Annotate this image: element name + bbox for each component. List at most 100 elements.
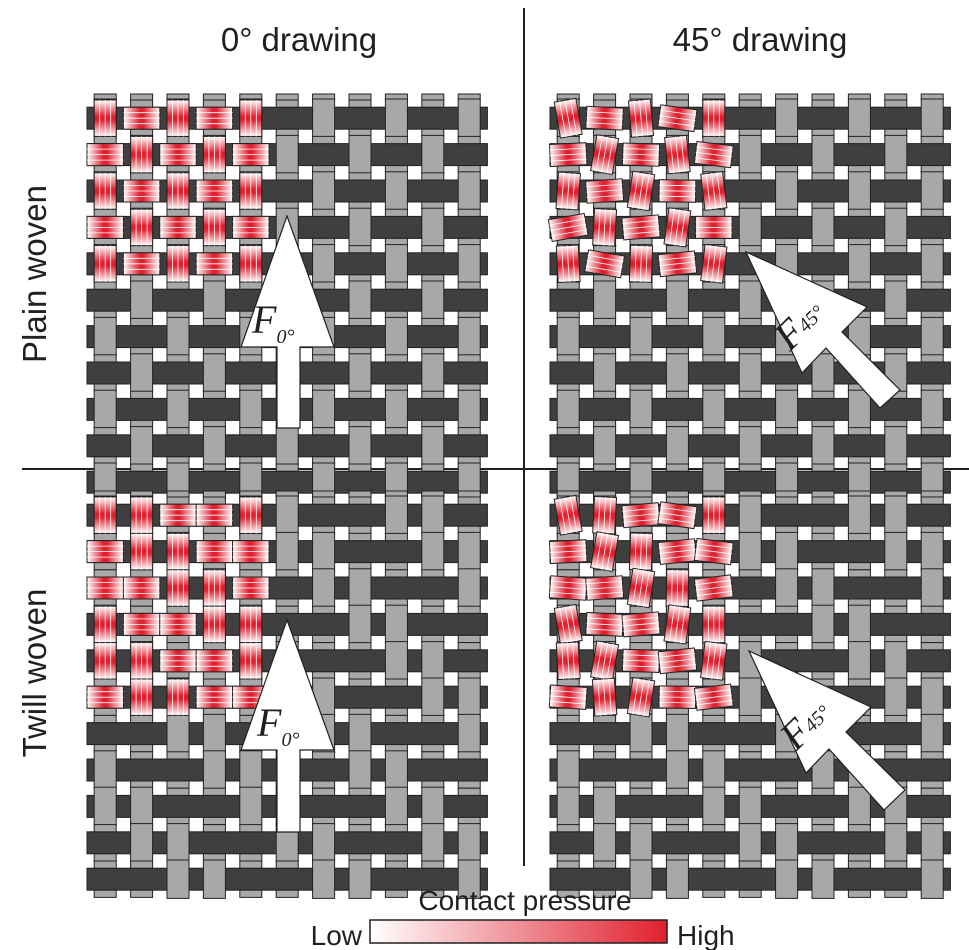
warp-yarn-gap bbox=[702, 714, 726, 724]
warp-yarn bbox=[847, 604, 871, 645]
warp-yarn-gap bbox=[421, 463, 445, 472]
warp-yarn bbox=[811, 859, 835, 899]
contact-cell bbox=[555, 244, 581, 284]
fiber-line bbox=[586, 111, 624, 115]
warp-yarn-end bbox=[775, 490, 799, 498]
fiber-line bbox=[674, 606, 681, 643]
warp-yarn-gap bbox=[384, 714, 408, 724]
warp-yarn-end bbox=[202, 490, 226, 498]
fiber-line bbox=[695, 157, 732, 163]
warp-yarn bbox=[348, 604, 372, 645]
warp-yarn-gap bbox=[884, 569, 908, 578]
warp-yarn bbox=[421, 353, 445, 393]
warp-yarn bbox=[775, 171, 799, 211]
fiber-line bbox=[658, 517, 695, 524]
fiber-line bbox=[622, 507, 659, 512]
warp-yarn-gap bbox=[421, 860, 445, 869]
contact-cell bbox=[122, 106, 161, 130]
fiber-line bbox=[586, 122, 623, 126]
warp-yarn bbox=[738, 531, 762, 572]
fiber-line bbox=[597, 496, 601, 534]
warp-yarn-gap bbox=[348, 787, 372, 796]
fiber-line bbox=[671, 569, 673, 607]
fiber-line bbox=[550, 550, 587, 553]
warp-yarn-gap bbox=[275, 172, 299, 181]
warp-yarn-gap bbox=[93, 354, 117, 363]
contact-cell bbox=[159, 503, 197, 527]
contact-cell bbox=[657, 501, 698, 530]
fiber-line bbox=[643, 173, 650, 210]
contact-pressure-region bbox=[547, 97, 734, 284]
warp-yarn bbox=[738, 677, 762, 717]
warp-yarn-end bbox=[275, 93, 299, 101]
warp-yarn bbox=[166, 859, 190, 899]
warp-yarn bbox=[629, 389, 653, 430]
warp-yarn bbox=[738, 280, 762, 320]
fiber-line bbox=[559, 607, 567, 644]
warp-yarn-gap bbox=[593, 390, 617, 399]
warp-yarn bbox=[702, 389, 726, 430]
fiber-line bbox=[659, 554, 697, 560]
contact-cell bbox=[590, 640, 620, 682]
warp-yarn-gap bbox=[665, 390, 689, 399]
warp-yarn-gap bbox=[811, 787, 835, 796]
fiber-line bbox=[586, 628, 623, 632]
contact-cell bbox=[700, 640, 728, 681]
warp-yarn bbox=[166, 316, 190, 357]
contact-cell bbox=[195, 252, 234, 276]
warp-yarn-gap bbox=[556, 860, 580, 869]
warp-yarn bbox=[702, 316, 726, 357]
warp-yarn-gap bbox=[93, 532, 117, 542]
warp-yarn-gap bbox=[593, 463, 617, 472]
warp-yarn-gap bbox=[811, 816, 835, 826]
warp-yarn-gap bbox=[421, 569, 445, 578]
warp-yarn-gap bbox=[593, 605, 617, 614]
contact-cell bbox=[166, 99, 190, 137]
warp-yarn-gap bbox=[884, 245, 908, 254]
warp-yarn bbox=[93, 786, 117, 827]
warp-yarn-gap bbox=[629, 787, 653, 796]
warp-yarn bbox=[738, 134, 762, 175]
warp-yarn-gap bbox=[629, 751, 653, 760]
fiber-line bbox=[639, 245, 643, 283]
fiber-line bbox=[680, 135, 686, 173]
contact-cell bbox=[592, 495, 618, 535]
warp-yarn-gap bbox=[202, 525, 226, 534]
warp-yarn-gap bbox=[202, 678, 226, 687]
warp-yarn bbox=[275, 495, 299, 535]
fiber-line bbox=[716, 643, 722, 680]
warp-yarn-gap bbox=[239, 208, 263, 217]
warp-yarn-gap bbox=[239, 853, 263, 862]
fiber-line bbox=[634, 533, 637, 570]
warp-yarn-gap bbox=[556, 707, 580, 716]
contact-cell bbox=[693, 683, 734, 711]
warp-yarn bbox=[275, 426, 299, 466]
warp-yarn-gap bbox=[130, 744, 154, 753]
contact-cell bbox=[166, 532, 190, 571]
warp-yarn bbox=[239, 389, 263, 430]
warp-yarn bbox=[920, 531, 944, 572]
warp-yarn bbox=[457, 713, 481, 754]
contact-pressure-legend: Contact pressure Low High bbox=[311, 885, 735, 950]
contact-cell bbox=[239, 99, 263, 137]
fiber-line bbox=[623, 518, 660, 523]
fiber-line bbox=[550, 555, 587, 559]
warp-yarn-gap bbox=[166, 135, 190, 145]
warp-yarn bbox=[384, 389, 408, 430]
warp-yarn-gap bbox=[775, 208, 799, 217]
warp-yarn-gap bbox=[920, 605, 944, 614]
warp-yarn-gap bbox=[738, 744, 762, 753]
contact-cell bbox=[626, 170, 656, 212]
fiber-line bbox=[608, 209, 612, 246]
contact-cell bbox=[657, 250, 698, 278]
fiber-line bbox=[682, 569, 684, 607]
weft-yarn bbox=[549, 722, 951, 746]
fiber-line bbox=[622, 148, 660, 151]
warp-yarn bbox=[811, 426, 835, 466]
warp-yarn bbox=[593, 353, 617, 393]
warp-yarn bbox=[920, 98, 944, 138]
contact-cell bbox=[548, 684, 588, 710]
warp-yarn bbox=[457, 859, 481, 899]
warp-yarn-gap bbox=[239, 281, 263, 290]
warp-yarn-gap bbox=[556, 678, 580, 687]
